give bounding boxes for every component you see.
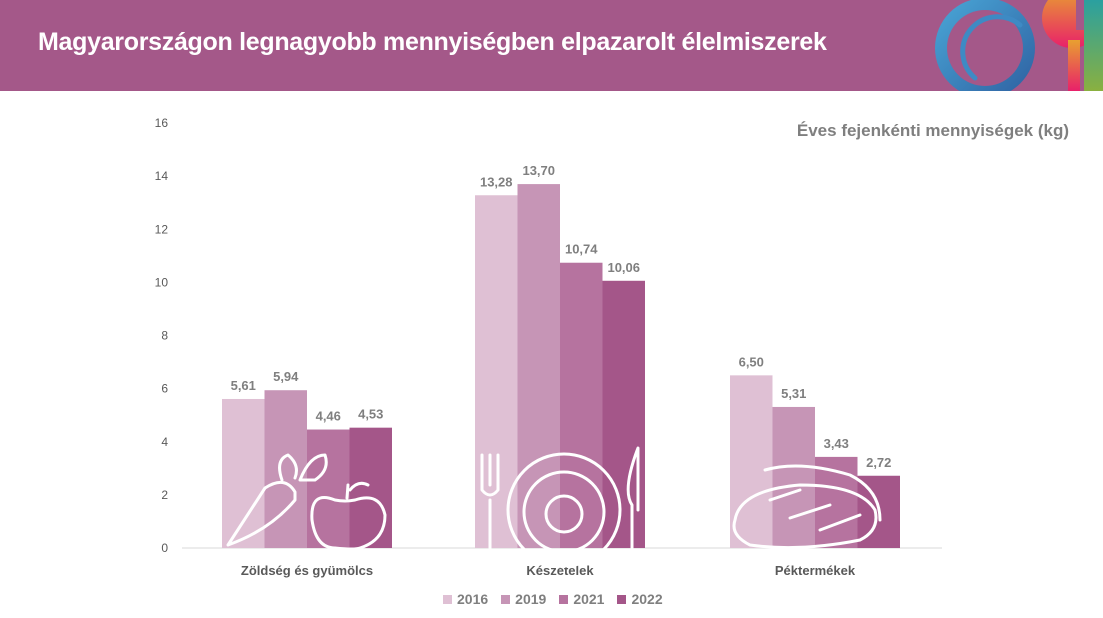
category-label: Péktermékek <box>775 563 856 578</box>
plate-icon <box>506 452 622 568</box>
legend: 2016 2019 2021 2022 <box>443 591 663 607</box>
legend-item-2022: 2022 <box>617 591 663 607</box>
plate-inner-icon <box>522 470 606 554</box>
y-tick-label: 0 <box>161 541 168 555</box>
data-label: 13,28 <box>480 174 513 189</box>
data-label: 3,43 <box>824 436 849 451</box>
header-banner: Magyarországon legnagyobb mennyiségben e… <box>0 0 1103 91</box>
data-label: 5,31 <box>781 386 806 401</box>
legend-label: 2022 <box>631 591 663 607</box>
category-label: Zöldség és gyümölcs <box>241 563 373 578</box>
plate-cutlery-icon <box>935 0 1103 91</box>
data-label: 13,70 <box>522 163 555 178</box>
y-tick-label: 4 <box>161 435 168 449</box>
data-label: 4,53 <box>358 407 383 422</box>
legend-item-2021: 2021 <box>559 591 604 607</box>
knife-icon <box>626 446 640 550</box>
fork-icon <box>480 453 500 550</box>
legend-item-2016: 2016 <box>443 591 488 607</box>
page-title: Magyarországon legnagyobb mennyiségben e… <box>38 28 827 56</box>
bar-2016 <box>730 375 773 548</box>
legend-label: 2019 <box>515 591 547 607</box>
bar-2019 <box>517 184 560 548</box>
category-label: Készételek <box>526 563 594 578</box>
bar-2021 <box>560 262 603 548</box>
plate-center-icon <box>544 494 584 534</box>
legend-swatch <box>559 594 569 604</box>
y-tick-label: 12 <box>155 222 169 236</box>
chart-subtitle: Éves fejenkénti mennyiségek (kg) <box>796 121 1069 140</box>
y-tick-label: 10 <box>155 275 169 289</box>
bar-2019 <box>772 406 815 548</box>
legend-label: 2021 <box>573 591 605 607</box>
data-label: 2,72 <box>866 455 891 470</box>
bread-icon <box>732 464 882 550</box>
data-label: 5,61 <box>231 378 256 393</box>
y-tick-label: 16 <box>155 116 169 130</box>
bar-2022 <box>349 427 392 548</box>
y-tick-label: 14 <box>155 169 169 183</box>
legend-swatch <box>617 594 627 604</box>
bar-2016 <box>222 398 265 548</box>
carrot-icon <box>226 453 328 547</box>
data-label: 10,74 <box>565 242 598 257</box>
y-tick-label: 6 <box>161 382 168 396</box>
data-label: 6,50 <box>739 354 764 369</box>
data-label: 5,94 <box>273 369 299 384</box>
y-tick-label: 8 <box>161 329 168 343</box>
data-label: 10,06 <box>607 260 640 275</box>
legend-swatch <box>443 594 452 604</box>
data-label: 4,46 <box>316 409 341 424</box>
legend-swatch <box>501 594 511 604</box>
legend-label: 2016 <box>457 591 489 607</box>
legend-item-2019: 2019 <box>501 591 546 607</box>
apple-icon <box>310 481 387 551</box>
y-tick-label: 2 <box>161 488 168 502</box>
